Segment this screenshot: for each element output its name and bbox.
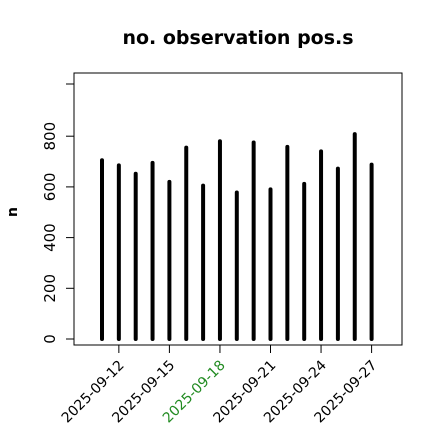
y-tick-label: 800: [41, 122, 59, 151]
chart-title: no. observation pos.s: [122, 27, 353, 49]
y-tick-label: 200: [41, 274, 59, 303]
y-tick-label: 600: [41, 173, 59, 202]
y-axis-label: n: [5, 207, 21, 217]
y-axis: 0 200 400 600 800: [41, 83, 74, 344]
y-tick-label: 400: [41, 223, 59, 252]
bars: [100, 132, 374, 341]
y-tick-label: 0: [41, 334, 59, 344]
x-axis: 2025-09-122025-09-152025-09-182025-09-21…: [59, 345, 380, 426]
plot-frame: [73, 72, 403, 346]
